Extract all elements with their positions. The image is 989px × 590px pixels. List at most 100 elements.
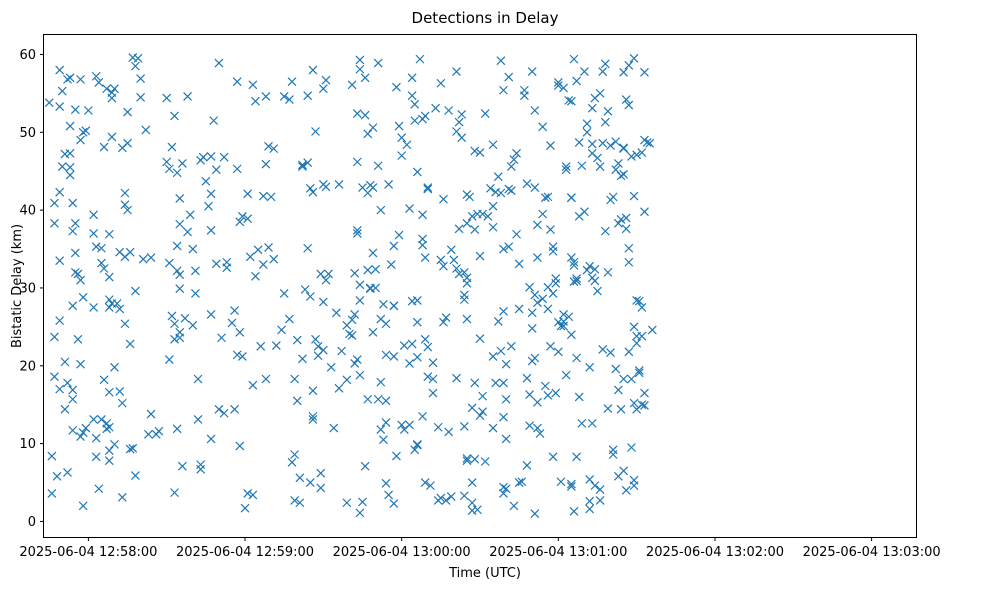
data-point [446,245,456,255]
data-point [360,73,370,83]
data-point [104,272,114,282]
data-point [454,224,464,234]
data-point [68,301,78,311]
data-point [204,201,213,211]
data-point [50,332,59,342]
data-point [595,485,605,494]
data-point [298,160,307,170]
data-point [300,285,310,294]
data-point [185,210,195,220]
data-point [606,141,615,150]
chart-title: Detections in Delay [412,9,559,27]
data-point [368,123,378,133]
data-point [428,358,438,368]
data-point [611,137,621,147]
data-point [60,357,70,367]
data-point [261,374,271,384]
data-point [572,452,582,462]
data-point [70,248,80,258]
data-point [493,172,503,182]
y-tick-label: 60 [19,48,36,63]
data-point [436,255,446,265]
data-point [76,359,85,369]
data-point [452,264,461,273]
data-point [640,388,649,398]
data-point [243,214,253,224]
data-point [261,159,271,169]
data-point [423,183,433,192]
data-point [342,375,352,385]
data-point [350,268,360,278]
data-point [235,217,245,227]
data-point [144,429,153,439]
data-point [279,288,289,298]
data-point [598,345,608,354]
data-point [530,106,540,115]
data-point [308,411,318,421]
data-point [266,192,276,202]
y-axis-label: Bistatic Delay (km) [10,224,25,348]
data-point [120,200,130,210]
data-point [613,385,623,395]
data-point [316,468,326,478]
data-point [452,373,461,383]
data-point [538,294,548,304]
data-point [65,162,75,172]
data-point [191,288,200,298]
data-point [499,306,508,316]
data-point [123,138,132,148]
data-point [318,297,328,307]
data-point [582,119,592,129]
data-point [527,67,537,77]
y-tick-label: 40 [19,204,36,219]
data-point [499,482,508,492]
data-point [629,53,639,63]
y-tick-label: 0 [28,515,36,530]
data-point [598,138,608,148]
data-point [78,428,88,438]
data-point [415,54,425,64]
data-point [530,183,540,192]
data-point [167,311,177,321]
data-point [287,77,297,87]
data-point [97,258,106,268]
data-point [546,141,555,150]
data-point [556,477,566,487]
data-point [394,230,404,240]
data-point [81,423,91,433]
data-point [355,64,365,74]
data-point [120,188,130,198]
data-point [308,187,318,197]
data-point [217,333,226,343]
data-point [397,133,407,143]
data-point [566,253,576,263]
data-point [211,259,221,269]
data-point [219,152,229,162]
data-point [70,267,80,277]
data-point [624,347,634,357]
data-point [63,378,72,388]
data-point [472,505,482,515]
data-point [360,461,370,471]
data-point [209,116,219,126]
data-point [368,327,378,337]
data-point [78,501,88,511]
data-point [439,194,448,204]
data-point [376,205,386,215]
data-point [345,329,354,339]
data-point [50,198,59,208]
y-axis-ticks: 0 10 20 30 40 50 60 [19,48,44,530]
data-point [115,387,125,396]
data-point [439,317,448,327]
data-point [232,164,242,174]
data-point [457,133,467,143]
data-point [467,403,477,413]
data-point [616,171,626,181]
data-point [399,341,409,350]
data-point [222,263,232,273]
data-point [506,162,516,171]
data-point [180,313,190,323]
data-point [68,226,78,236]
data-point [376,377,386,387]
data-point [308,65,318,75]
